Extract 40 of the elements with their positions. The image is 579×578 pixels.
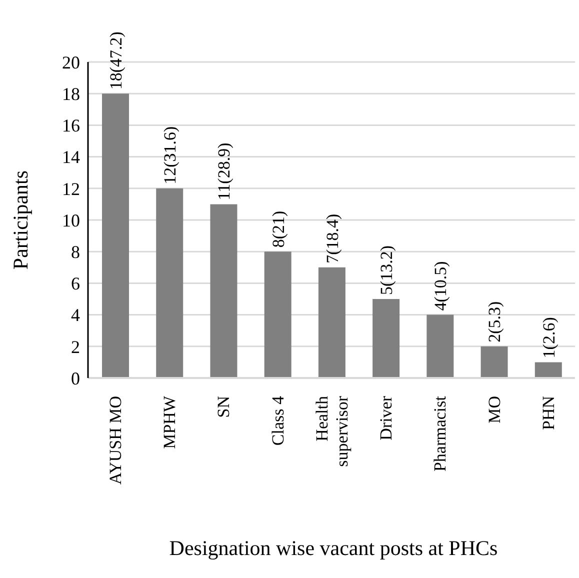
y-tick-label: 0 <box>71 368 80 388</box>
y-tick-label: 8 <box>71 242 80 262</box>
bar <box>156 188 184 378</box>
data-label: 2(5.3) <box>485 301 504 342</box>
bar <box>480 346 508 378</box>
bar <box>426 314 454 378</box>
x-tick-label: Driver <box>376 396 396 440</box>
data-label: 12(31.6) <box>160 126 180 184</box>
bar <box>534 362 562 378</box>
bar <box>102 94 129 378</box>
bar <box>210 204 238 378</box>
y-tick-label: 20 <box>62 52 80 72</box>
x-axis-title: Designation wise vacant posts at PHCs <box>168 536 499 561</box>
y-axis-title: Participants <box>8 170 32 270</box>
bar <box>372 299 400 378</box>
y-tick-label: 6 <box>71 274 80 294</box>
y-tick-label: 10 <box>62 210 80 230</box>
data-label: 1(2.6) <box>539 317 558 358</box>
x-tick-label: MPHW <box>160 395 180 449</box>
y-tick-label: 14 <box>62 147 80 168</box>
x-tick-label: MO <box>484 396 504 424</box>
y-tick-label: 4 <box>71 305 80 326</box>
x-tick-label: PHN <box>538 396 558 430</box>
x-tick-label: Pharmacist <box>430 396 450 472</box>
y-tick-label: 16 <box>62 116 80 136</box>
y-tick-label: 12 <box>62 178 80 199</box>
data-label: 4(10.5) <box>431 261 450 311</box>
x-tick-label: Class 4 <box>268 396 288 446</box>
data-label: 11(28.9) <box>214 142 234 200</box>
data-label: 8(21) <box>268 210 288 248</box>
data-label: 7(18.4) <box>322 214 342 264</box>
data-label: 18(47.2) <box>106 32 126 90</box>
bar <box>318 267 346 378</box>
data-label: 5(13.2) <box>377 245 396 295</box>
y-tick-label: 2 <box>71 336 80 357</box>
y-tick-label: 18 <box>62 84 80 104</box>
bar <box>264 252 292 378</box>
x-tick-label: AYUSH MO <box>106 396 126 485</box>
x-tick-label: SN <box>214 396 234 418</box>
x-tick-label: Health supervisor <box>312 396 352 467</box>
